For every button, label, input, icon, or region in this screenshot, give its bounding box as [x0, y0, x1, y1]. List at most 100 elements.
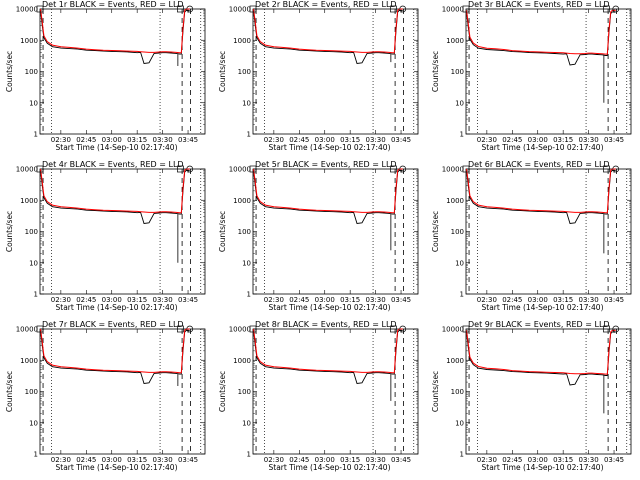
panel-title: Det 3r BLACK = Events, RED = LLD [468, 0, 610, 9]
y-tick-label: 1000 [20, 197, 38, 205]
plot-frame [252, 168, 419, 295]
detector-chart: Det 7r BLACK = Events, RED = LLD 1 10 100 10… [5, 320, 206, 472]
detector-panel: Det 6r BLACK = Events, RED = LLD 1 10 100 10… [426, 160, 639, 320]
detector-chart: Det 5r BLACK = Events, RED = LLD 1 10 100 10… [218, 160, 419, 312]
y-tick-label: 10 [29, 419, 38, 427]
x-axis-label: Start Time (14-Sep-10 02:17:40) [56, 463, 178, 472]
plot-frame [252, 8, 419, 135]
circle-marker [186, 325, 194, 333]
x-tick-label: 03:30 [153, 456, 173, 464]
y-tick-label: 1000 [233, 197, 251, 205]
x-tick-label: 03:30 [366, 456, 386, 464]
y-tick-label: 10000 [442, 6, 464, 14]
y-tick-label: 100 [238, 68, 251, 76]
y-tick-label: 1 [460, 131, 464, 139]
y-axis-label: Counts/sec [218, 211, 227, 252]
x-tick-label: 03:00 [528, 136, 548, 144]
detector-chart: Det 2r BLACK = Events, RED = LLD 1 10 100 10… [218, 0, 419, 152]
y-tick-label: 10 [242, 259, 251, 267]
y-tick-label: 1 [34, 291, 38, 299]
start-square-marker [462, 5, 470, 13]
x-tick-label: 02:45 [289, 136, 309, 144]
x-tick-label: 03:15 [340, 456, 360, 464]
events-series-line [253, 169, 403, 224]
x-tick-label: 03:00 [102, 456, 122, 464]
x-tick-label: 02:45 [76, 296, 96, 304]
y-tick-label: 1 [34, 451, 38, 459]
y-axis-label: Counts/sec [5, 51, 14, 92]
x-axis-label: Start Time (14-Sep-10 02:17:40) [482, 463, 604, 472]
events-series-line [40, 169, 190, 224]
y-tick-label: 100 [451, 228, 464, 236]
y-tick-label: 1 [247, 451, 251, 459]
lld-series-line [253, 8, 403, 54]
y-tick-label: 10 [455, 99, 464, 107]
y-tick-label: 10000 [229, 6, 251, 14]
plot-frame [465, 8, 632, 135]
plot-frame [39, 328, 206, 455]
square-marker [603, 165, 610, 173]
x-tick-label: 03:15 [553, 456, 573, 464]
events-series-line [40, 9, 190, 64]
x-tick-label: 03:15 [340, 296, 360, 304]
start-square-marker [36, 5, 44, 13]
x-axis-label: Start Time (14-Sep-10 02:17:40) [482, 303, 604, 312]
detector-panel: Det 1r BLACK = Events, RED = LLD 1 10 100 10… [0, 0, 213, 160]
x-tick-label: 02:30 [264, 296, 284, 304]
start-square-marker [249, 165, 257, 173]
x-tick-label: 02:45 [76, 456, 96, 464]
x-tick-label: 02:45 [289, 296, 309, 304]
y-tick-label: 10000 [16, 326, 38, 334]
circle-marker [612, 5, 620, 13]
y-axis-label: Counts/sec [218, 51, 227, 92]
x-tick-label: 02:45 [502, 296, 522, 304]
lld-series-line [253, 328, 403, 374]
square-marker [390, 165, 397, 173]
start-square-marker [249, 5, 257, 13]
lld-series-line [40, 328, 190, 374]
x-tick-label: 02:30 [477, 136, 497, 144]
y-tick-label: 10000 [442, 326, 464, 334]
y-axis-label: Counts/sec [431, 371, 440, 412]
x-tick-label: 02:30 [264, 136, 284, 144]
x-tick-label: 03:45 [604, 136, 624, 144]
x-tick-label: 03:00 [102, 136, 122, 144]
square-marker [603, 5, 610, 13]
y-tick-label: 1000 [233, 357, 251, 365]
x-tick-label: 03:45 [391, 136, 411, 144]
x-tick-label: 02:30 [477, 456, 497, 464]
start-square-marker [36, 165, 44, 173]
detector-chart: Det 8r BLACK = Events, RED = LLD 1 10 100 10… [218, 320, 419, 472]
x-tick-label: 02:30 [51, 296, 71, 304]
panel-title: Det 4r BLACK = Events, RED = LLD [42, 160, 184, 169]
plot-frame [252, 328, 419, 455]
y-tick-label: 1000 [20, 357, 38, 365]
lld-series-line [466, 329, 616, 375]
x-tick-label: 03:45 [391, 456, 411, 464]
detector-panel: Det 4r BLACK = Events, RED = LLD 1 10 100 10… [0, 160, 213, 320]
x-tick-label: 02:45 [76, 136, 96, 144]
y-tick-label: 10 [29, 99, 38, 107]
y-tick-label: 10000 [229, 166, 251, 174]
panel-title: Det 6r BLACK = Events, RED = LLD [468, 160, 610, 169]
circle-marker [186, 5, 194, 13]
panel-title: Det 5r BLACK = Events, RED = LLD [255, 160, 397, 169]
y-axis-label: Counts/sec [5, 371, 14, 412]
x-axis-label: Start Time (14-Sep-10 02:17:40) [56, 143, 178, 152]
detector-chart: Det 3r BLACK = Events, RED = LLD 1 10 100 10… [431, 0, 632, 152]
square-marker [390, 5, 397, 13]
square-marker [177, 165, 184, 173]
circle-marker [612, 165, 620, 173]
x-tick-label: 03:30 [153, 296, 173, 304]
x-tick-label: 03:00 [528, 456, 548, 464]
circle-marker [399, 5, 407, 13]
events-series-line [466, 11, 616, 66]
detector-panel: Det 5r BLACK = Events, RED = LLD 1 10 100 10… [213, 160, 426, 320]
events-series-line [253, 9, 403, 64]
start-square-marker [462, 165, 470, 173]
x-tick-label: 03:45 [604, 456, 624, 464]
y-tick-label: 100 [25, 68, 38, 76]
panel-title: Det 7r BLACK = Events, RED = LLD [42, 320, 184, 329]
detector-chart: Det 6r BLACK = Events, RED = LLD 1 10 100 10… [431, 160, 632, 312]
events-series-line [253, 329, 403, 384]
